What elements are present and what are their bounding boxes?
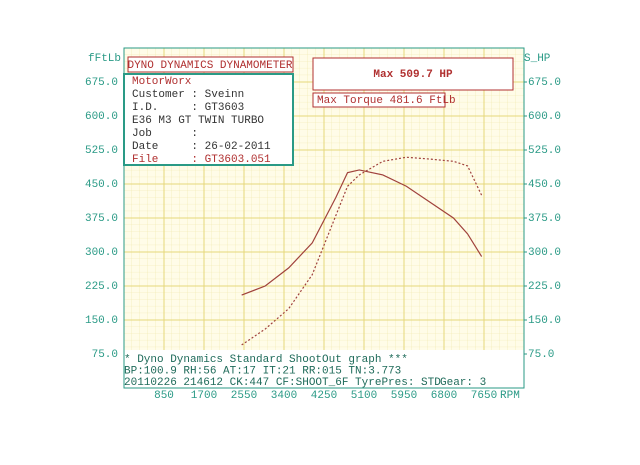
x-tick-label: 1700: [191, 390, 217, 402]
y-tick-label: 375.0: [85, 213, 118, 225]
series-line: [241, 169, 483, 296]
info-line: E36 M3 GT TWIN TURBO: [132, 115, 264, 127]
footer-line: * Dyno Dynamics Standard ShootOut graph …: [124, 354, 408, 366]
y2-tick-label: 600.0: [528, 111, 561, 123]
info-line: Customer : Sveinn: [132, 89, 244, 101]
footer-line: BP:100.9 RH:56 AT:17 IT:21 RR:015 TN:3.7…: [124, 365, 401, 377]
y2-tick-label: 525.0: [528, 145, 561, 157]
headline: Max 509.7 HP: [373, 69, 453, 81]
subheadline: Max Torque 481.6 FtLb: [317, 95, 456, 107]
y2-tick-label: 225.0: [528, 281, 561, 293]
y2-tick-label: 75.0: [528, 349, 554, 361]
y2-axis-label: S_HP: [524, 53, 551, 65]
y2-tick-label: 675.0: [528, 77, 561, 89]
x-tick-label: 6800: [431, 390, 457, 402]
y-tick-label: 525.0: [85, 145, 118, 157]
info-line: Date : 26-02-2011: [132, 141, 271, 153]
x-tick-label: 5950: [391, 390, 417, 402]
subheadline-box: [312, 92, 446, 108]
y-tick-label: 450.0: [85, 179, 118, 191]
x-tick-label: 2550: [231, 390, 257, 402]
y-tick-label: 600.0: [85, 111, 118, 123]
y-tick-label: 75.0: [92, 349, 118, 361]
info-line: I.D. : GT3603: [132, 102, 244, 114]
x-tick-label: 850: [154, 390, 174, 402]
y-axis-label: fFtLb: [88, 53, 121, 65]
headline-box: [312, 57, 514, 91]
y2-tick-label: 300.0: [528, 247, 561, 259]
y2-tick-label: 375.0: [528, 213, 561, 225]
plot-frame: [123, 47, 525, 389]
y2-tick-label: 450.0: [528, 179, 561, 191]
info-line: Job :: [132, 128, 198, 140]
x-axis-label: RPM: [500, 390, 520, 402]
x-tick-label: 3400: [271, 390, 297, 402]
footer-line: 20110226 214612 CK:447 CF:SHOOT_6F TyreP…: [124, 377, 441, 389]
x-tick-label: 5100: [351, 390, 377, 402]
y2-tick-label: 150.0: [528, 315, 561, 327]
title: DYNO DYNAMICS DYNAMOMETER: [127, 60, 292, 72]
y-tick-label: 150.0: [85, 315, 118, 327]
series-line: [241, 156, 483, 346]
info-box: [123, 73, 294, 166]
info-line: File : GT3603.051: [132, 154, 271, 166]
title-box: [127, 56, 294, 73]
x-tick-label: 7650: [471, 390, 497, 402]
y-tick-label: 225.0: [85, 281, 118, 293]
y-tick-label: 300.0: [85, 247, 118, 259]
x-tick-label: 4250: [311, 390, 337, 402]
footer-bg: [124, 350, 524, 388]
gear: Gear: 3: [440, 377, 486, 389]
y-tick-label: 675.0: [85, 77, 118, 89]
info-line: MotorWorx: [132, 76, 192, 88]
